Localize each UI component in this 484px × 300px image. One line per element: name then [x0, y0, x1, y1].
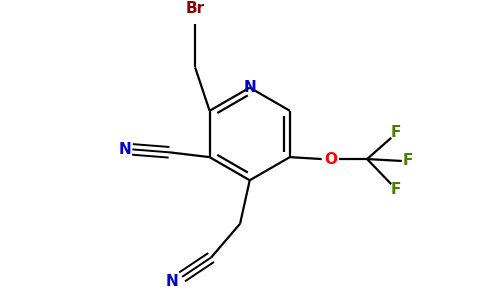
Text: N: N: [118, 142, 131, 157]
Text: F: F: [402, 154, 413, 169]
Text: Br: Br: [185, 1, 205, 16]
Text: N: N: [243, 80, 256, 95]
Text: F: F: [391, 124, 401, 140]
Text: F: F: [391, 182, 401, 197]
Text: O: O: [324, 152, 337, 166]
Text: N: N: [166, 274, 179, 289]
